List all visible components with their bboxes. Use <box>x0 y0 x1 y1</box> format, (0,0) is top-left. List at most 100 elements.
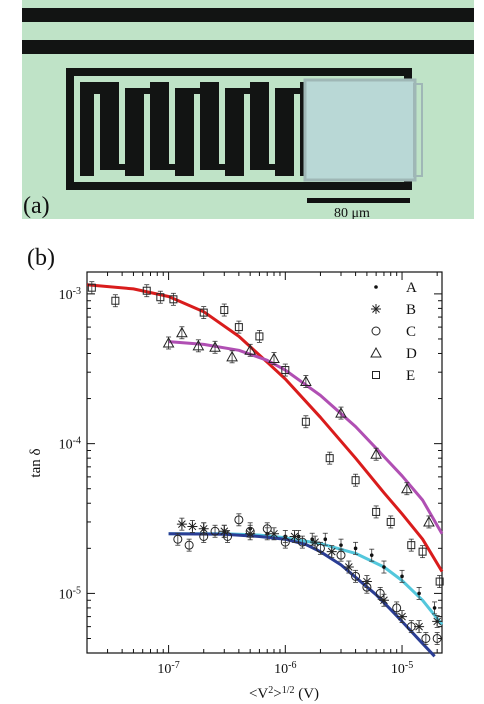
data-point-a <box>323 537 328 542</box>
legend-marker-d <box>370 346 382 358</box>
meander-gap <box>269 82 275 164</box>
data-point-a <box>382 565 386 569</box>
x-tick-label: 10-5 <box>391 660 413 678</box>
legend-marker-e <box>372 371 380 379</box>
data-point-b <box>310 537 321 548</box>
meander-turn-top <box>269 82 300 88</box>
data-point-e <box>418 547 427 556</box>
meander-gap <box>119 82 125 164</box>
data-point-c <box>375 588 385 598</box>
x-tick-label: 10-6 <box>274 660 296 678</box>
meander-gap <box>144 94 150 176</box>
data-point-c <box>262 524 272 534</box>
fit-curve <box>168 340 444 535</box>
plot-border <box>86 271 443 654</box>
scale-bar-label: 80 μm <box>334 206 370 219</box>
data-point-c <box>184 540 194 550</box>
panel-b-label: (b) <box>27 245 55 271</box>
data-point-c <box>392 603 402 613</box>
data-point-c <box>245 526 255 536</box>
data-point-e <box>301 417 310 426</box>
data-point-b <box>268 528 279 539</box>
data-point-d <box>423 515 435 527</box>
data-point-c <box>362 582 372 592</box>
capacitor-edge <box>413 83 423 177</box>
data-point-b <box>343 562 354 573</box>
x-tick-label: 10-7 <box>157 660 179 678</box>
meander-gap <box>294 94 300 176</box>
data-point-b <box>326 546 337 557</box>
data-point-e <box>169 295 178 304</box>
panel-a-label: (a) <box>23 193 50 219</box>
legend-label-b: B <box>406 302 416 318</box>
data-point-e <box>234 323 243 332</box>
data-point-d <box>226 350 238 362</box>
meander-gap <box>169 82 175 164</box>
y-tick-label: 10-3 <box>59 285 81 303</box>
data-point-e <box>255 332 264 341</box>
data-point-d <box>192 339 205 351</box>
fit-curve <box>86 283 444 573</box>
data-point-c <box>280 537 290 547</box>
meander-gap <box>94 94 100 176</box>
data-point-e <box>220 306 229 315</box>
data-point-e <box>407 541 416 550</box>
meander-turn-top <box>119 82 150 88</box>
meander-turn-top <box>219 82 250 88</box>
data-point-e <box>325 454 334 463</box>
data-point-c <box>336 550 346 560</box>
meander-turn-bottom <box>94 170 125 176</box>
data-point-b <box>289 531 300 542</box>
data-point-d <box>162 336 175 348</box>
data-point-e <box>87 283 96 292</box>
data-point-a <box>339 543 343 547</box>
data-point-c <box>297 537 307 547</box>
data-point-e <box>435 577 444 586</box>
data-point-e <box>281 366 290 375</box>
plot-frame: 10-7 10-6 10-5 10-5 10-4 10-3 <box>59 271 443 678</box>
legend-label-d: D <box>406 346 417 362</box>
data-point-e <box>372 507 381 516</box>
data-point-d <box>300 375 312 386</box>
data-point-d <box>335 407 347 418</box>
data-point-c <box>223 531 233 541</box>
data-point-a <box>353 546 358 551</box>
data-point-c <box>432 633 442 643</box>
scale-bar <box>307 198 410 203</box>
data-point-c <box>351 571 361 581</box>
meander-gap <box>244 94 250 176</box>
data-point-b <box>176 519 187 530</box>
meander-gap <box>194 94 200 176</box>
micrograph-panel: 80 μm (a) <box>22 0 474 219</box>
legend-marker-b <box>371 304 381 314</box>
bus-line-bottom <box>22 40 474 54</box>
fit-curve <box>168 532 436 658</box>
y-axis-label: tan δ <box>28 448 44 477</box>
data-point-c <box>315 543 325 553</box>
meander-gap <box>219 82 225 164</box>
meander-turn-bottom <box>144 170 175 176</box>
data-point-e <box>351 476 360 485</box>
data-point-d <box>268 352 280 364</box>
data-point-e <box>142 286 151 295</box>
data-point-b <box>378 595 389 606</box>
meander-turn-bottom <box>194 170 225 176</box>
meander-turn-top <box>169 82 200 88</box>
x-axis-label: <V2>1/2 (V) <box>249 685 319 703</box>
data-point-b <box>397 611 408 622</box>
data-point-e <box>156 293 165 302</box>
legend-marker-c <box>371 326 381 336</box>
data-point-c <box>421 633 431 643</box>
data-point-a <box>400 574 404 579</box>
data-point-c <box>173 534 183 544</box>
data-point-b <box>187 521 198 532</box>
data-point-d <box>401 482 413 494</box>
data-point-e <box>111 296 120 305</box>
capacitor-pad <box>303 78 417 182</box>
legend-label-c: C <box>406 324 416 340</box>
legend-marker-a <box>374 285 378 289</box>
data-point-a <box>417 591 421 596</box>
data-point-b <box>219 526 230 537</box>
